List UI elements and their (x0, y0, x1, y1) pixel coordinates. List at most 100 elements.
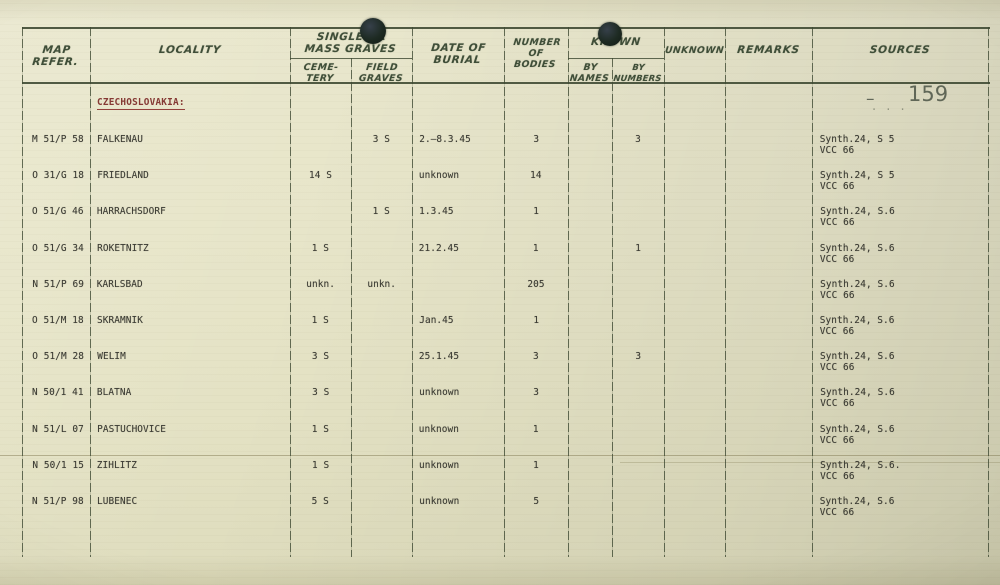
cell-cemetery: 14 S (309, 170, 332, 182)
col-divider-date (504, 27, 506, 557)
cell-by-numbers: 3 (635, 133, 641, 145)
cell-number-of-bodies: 3 (533, 133, 540, 145)
cell-map-refer: O 51/G 34 (32, 242, 84, 254)
header-number-of-bodies: NUMBER OF BODIES (512, 37, 562, 70)
col-divider-fieldgraves (412, 27, 414, 557)
cell-locality: FALKENAU (97, 133, 143, 145)
table-right-border (988, 27, 990, 557)
header-single-or-mass-graves: SINGLE OR MASS GRAVES (303, 31, 397, 55)
cell-number-of-bodies: 1 (533, 206, 539, 218)
cell-sources: Synth.24, S.6 VCC 66 (820, 387, 895, 410)
cell-number-of-bodies: 14 (530, 170, 542, 182)
col-divider-locality (290, 27, 292, 557)
header-locality: LOCALITY (158, 44, 222, 56)
ink-blot-left (360, 18, 386, 44)
col-divider-bynames (612, 58, 614, 557)
cell-cemetery: 1 S (311, 423, 330, 435)
page-number-dash: – (866, 89, 875, 109)
cell-map-refer: O 31/G 18 (32, 170, 84, 182)
cell-date-of-burial: 1.3.45 (419, 206, 454, 218)
cell-cemetery: 1 S (311, 459, 330, 471)
header-bottom-border (22, 82, 990, 84)
header-date-of-burial: DATE OF BURIAL (430, 42, 487, 66)
header-sources: SOURCES (869, 44, 931, 56)
cell-by-numbers: 1 (635, 242, 641, 254)
cell-map-refer: N 50/1 41 (31, 387, 84, 399)
cell-map-refer: M 51/P 58 (32, 134, 84, 146)
cell-date-of-burial: unknown (419, 459, 460, 471)
cell-map-refer: N 51/L 07 (32, 423, 84, 435)
cell-locality: BLATNA (96, 387, 132, 399)
cell-map-refer: O 51/M 28 (32, 351, 84, 363)
col-divider-bodies (568, 27, 570, 557)
cell-cemetery: 3 S (311, 351, 330, 363)
cell-sources: Synth.24, S 5 VCC 66 (820, 170, 895, 193)
cell-map-refer: N 51/P 98 (32, 495, 84, 507)
cell-map-refer: O 51/G 46 (31, 206, 84, 218)
header-cemetery: CEME- TERY (303, 62, 340, 84)
cell-locality: ZIHLITZ (96, 459, 138, 471)
cell-locality: KARLSBAD (96, 278, 143, 290)
cell-field-graves: 1 S (372, 206, 390, 218)
cell-sources: Synth.24, S.6 VCC 66 (819, 496, 895, 519)
cell-sources: Synth.24, S.6 VCC 66 (820, 206, 895, 229)
cell-date-of-burial: 2.–8.3.45 (419, 134, 471, 146)
cell-number-of-bodies: 5 (533, 496, 540, 508)
cell-cemetery: 1 S (311, 242, 330, 254)
cell-date-of-burial: unknown (418, 170, 460, 182)
header-unknown: UNKNOWN (664, 45, 725, 56)
cell-date-of-burial: 25.1.45 (418, 351, 460, 363)
cell-cemetery: unkn. (306, 278, 335, 290)
header-by-names: BY NAMES (569, 62, 610, 84)
ink-blot-right (598, 22, 622, 46)
cell-sources: Synth.24, S.6 VCC 66 (820, 278, 895, 301)
header-by-numbers: BY NUMBERS (612, 62, 663, 83)
cell-locality: ROKETNITZ (97, 242, 149, 254)
cell-sources: Synth.24, S.6. VCC 66 (820, 459, 901, 482)
cell-sources: Synth.24, S.6 VCC 66 (819, 423, 895, 446)
table-left-border (22, 27, 24, 557)
cell-locality: SKRAMNIK (97, 314, 143, 326)
cell-date-of-burial: unknown (419, 495, 460, 507)
cell-sources: Synth.24, S.6 VCC 66 (820, 351, 895, 374)
cell-by-numbers: 3 (635, 351, 642, 363)
header-sub-divider-known (568, 58, 664, 59)
col-divider-unknown (725, 27, 727, 557)
cell-date-of-burial: Jan.45 (419, 315, 454, 327)
cell-locality: PASTUCHOVICE (97, 423, 167, 435)
page-number: 159 (908, 82, 949, 106)
col-divider-bynumbers (664, 27, 666, 557)
cell-cemetery: 1 S (311, 314, 329, 326)
cell-date-of-burial: unknown (419, 387, 460, 399)
cell-cemetery: 3 S (312, 387, 330, 399)
section-heading: CZECHOSLOVAKIA: (97, 97, 185, 110)
cell-map-refer: N 50/1 15 (32, 459, 85, 471)
cell-locality: LUBENEC (97, 496, 138, 508)
cell-date-of-burial: unknown (418, 423, 460, 435)
table-top-border (22, 27, 990, 29)
cell-number-of-bodies: 1 (532, 423, 539, 435)
cell-sources: Synth.24, S.6 VCC 66 (819, 242, 895, 265)
cell-number-of-bodies: 3 (533, 351, 539, 363)
cell-map-refer: O 51/M 18 (32, 314, 84, 326)
cell-locality: FRIEDLAND (97, 170, 149, 182)
cell-field-graves: 3 S (372, 134, 391, 146)
header-map-refer: MAP REFER. (31, 44, 80, 68)
cell-number-of-bodies: 1 (532, 242, 539, 254)
stray-pencil-rule (620, 462, 1000, 463)
cell-number-of-bodies: 1 (533, 459, 539, 471)
cell-sources: Synth.24, S.6 VCC 66 (819, 315, 895, 338)
col-divider-remarks (812, 27, 814, 557)
cell-number-of-bodies: 205 (527, 278, 545, 290)
cell-sources: Synth.24, S 5 VCC 66 (819, 133, 895, 156)
cell-date-of-burial: 21.2.45 (418, 242, 460, 254)
cell-map-refer: N 51/P 69 (32, 278, 85, 290)
col-divider-cemetery (351, 58, 353, 557)
header-field-graves: FIELD GRAVES (358, 62, 404, 84)
cell-locality: WELIM (97, 351, 126, 363)
header-remarks: REMARKS (736, 44, 801, 56)
cell-locality: HARRACHSDORF (96, 206, 166, 218)
col-divider-mapref (90, 27, 92, 557)
cell-field-graves: unkn. (367, 278, 397, 290)
